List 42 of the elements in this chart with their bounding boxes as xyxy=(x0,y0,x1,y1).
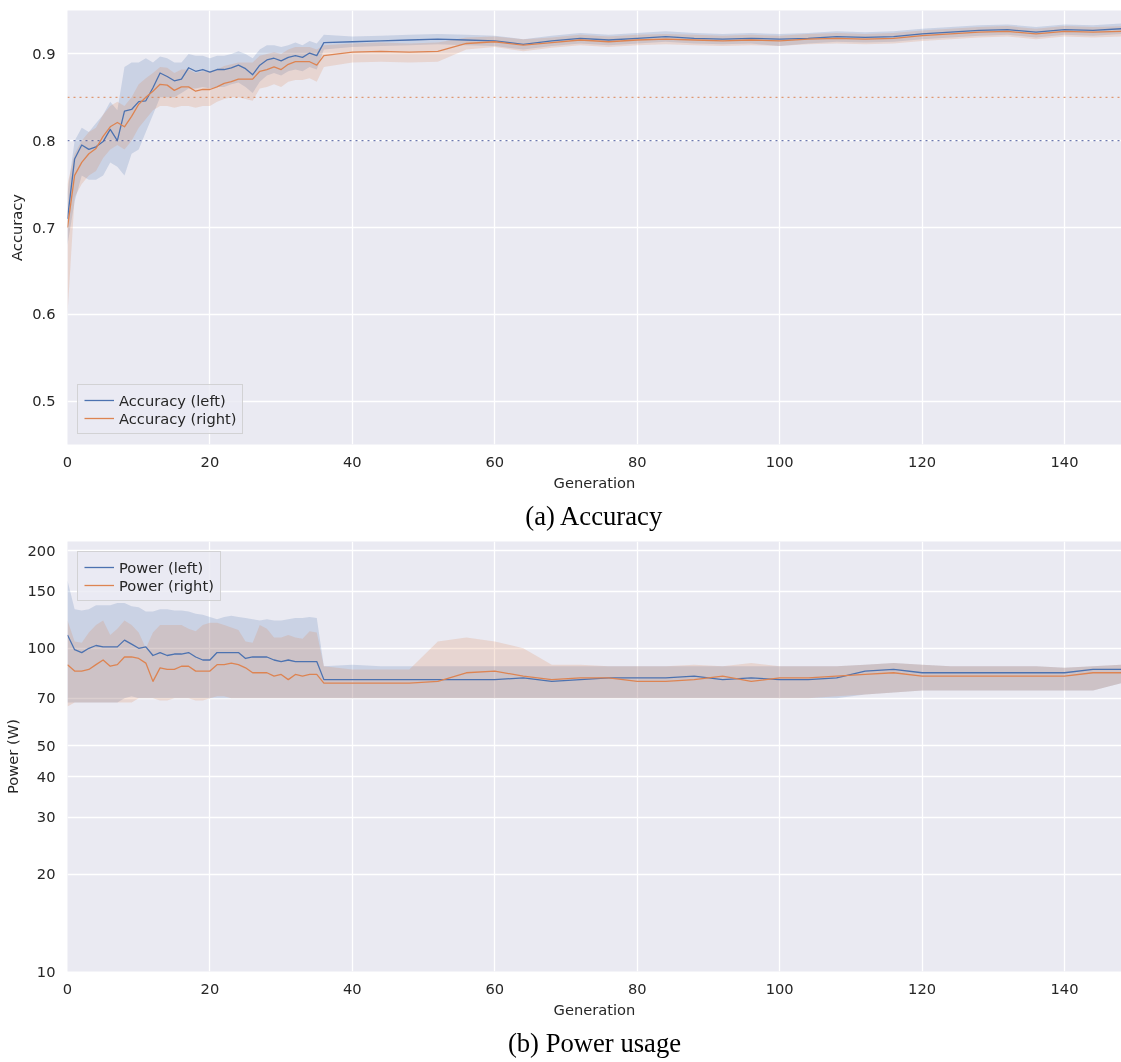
x-tick-label: 20 xyxy=(200,452,220,470)
x-tick-label: 120 xyxy=(908,452,937,470)
x-tick-label: 100 xyxy=(765,979,794,997)
line-series xyxy=(67,634,1121,683)
y-tick-label: 50 xyxy=(36,736,56,754)
x-axis-title: Generation xyxy=(553,1000,636,1018)
y-tick-label: 20 xyxy=(36,865,56,883)
y-tick-label: 100 xyxy=(27,639,56,657)
x-tick-label: 80 xyxy=(627,452,647,470)
y-tick-label: 40 xyxy=(36,767,56,785)
y-tick-label: 30 xyxy=(36,808,56,826)
legend-label: Power (left) xyxy=(119,558,204,576)
x-tick-label: 80 xyxy=(627,979,647,997)
y-tick-label: 0.7 xyxy=(32,218,56,236)
y-tick-label: 0.5 xyxy=(32,392,56,410)
x-tick-label: 60 xyxy=(485,979,505,997)
x-tick-label: 20 xyxy=(200,979,220,997)
y-axis-title: Power (W) xyxy=(3,719,21,794)
legend-label: Accuracy (left) xyxy=(119,391,226,409)
y-axis-title: Accuracy xyxy=(8,193,26,261)
y-tick-label: 0.8 xyxy=(32,131,56,149)
x-tick-label: 40 xyxy=(343,452,362,470)
x-tick-label: 0 xyxy=(62,979,73,997)
text: (b) Power usage xyxy=(507,1027,682,1058)
y-tick-label: 10 xyxy=(36,962,56,980)
x-tick-label: 120 xyxy=(908,979,937,997)
x-tick-label: 0 xyxy=(62,452,73,470)
x-axis-title: Generation xyxy=(553,473,636,491)
x-tick-label: 140 xyxy=(1050,452,1079,470)
x-tick-label: 60 xyxy=(485,452,505,470)
legend-label: Power (right) xyxy=(119,576,214,594)
y-tick-label: 150 xyxy=(27,582,56,600)
y-tick-label: 0.6 xyxy=(32,305,56,323)
line-series xyxy=(67,656,1121,684)
x-tick-label: 100 xyxy=(765,452,794,470)
y-tick-label: 70 xyxy=(36,689,56,707)
y-tick-label: 200 xyxy=(27,542,56,559)
legend-label: Accuracy (right) xyxy=(119,409,237,427)
x-tick-label: 140 xyxy=(1050,979,1079,997)
y-tick-label: 0.9 xyxy=(32,44,56,62)
x-tick-label: 40 xyxy=(343,979,362,997)
text: (a) Accuracy xyxy=(525,500,663,531)
